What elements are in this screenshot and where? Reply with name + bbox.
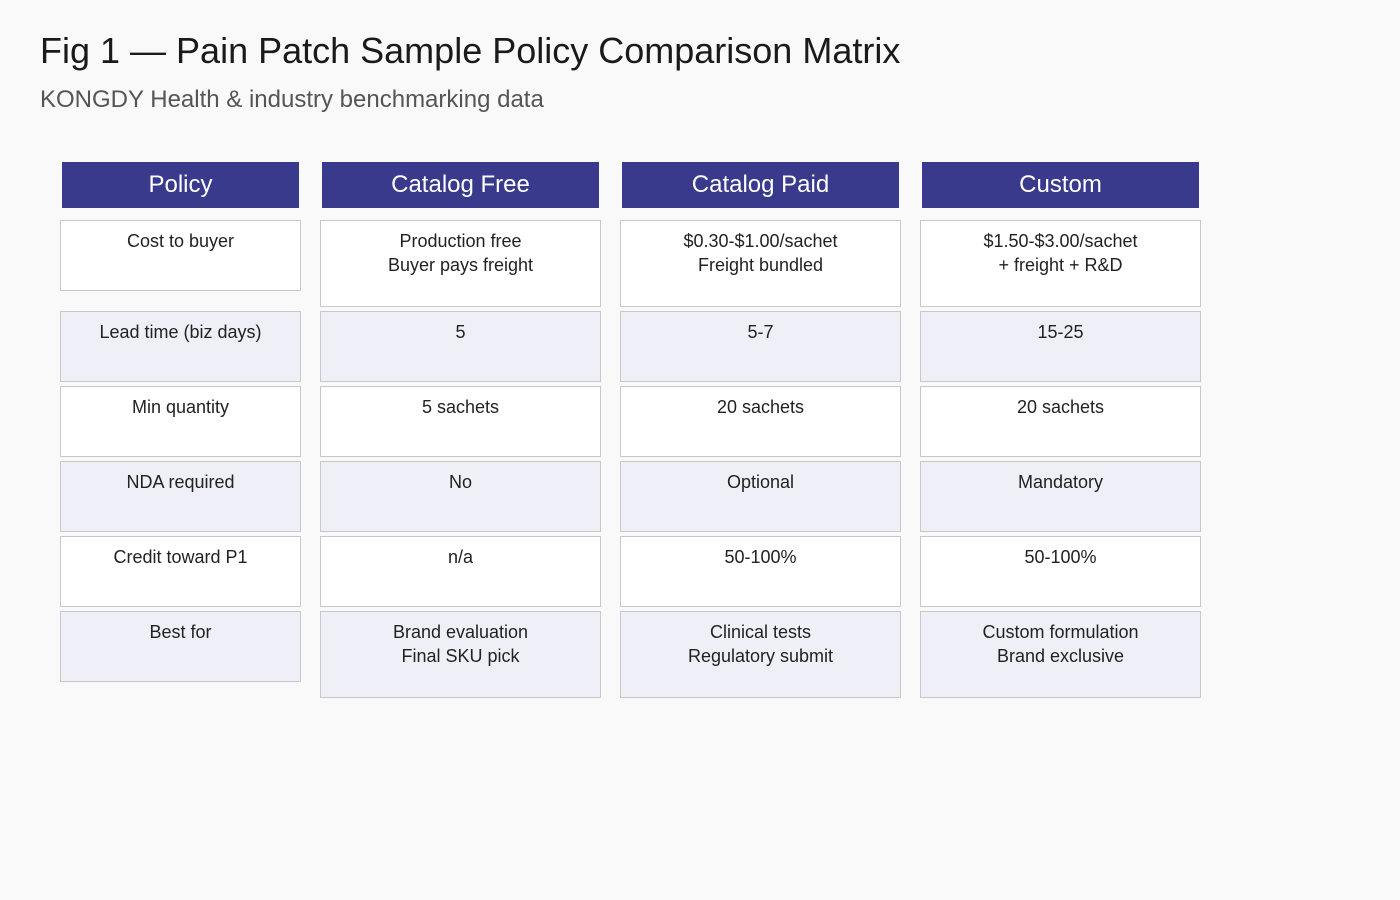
cell-policy-best-for: Best for [60,611,301,682]
cell-policy-credit: Credit toward P1 [60,536,301,607]
cell-catalog-paid-lead-time: 5-7 [620,311,901,382]
page-subtitle: KONGDY Health & industry benchmarking da… [40,86,544,113]
cell-custom-min-qty: 20 sachets [920,386,1201,457]
cell-policy-min-qty: Min quantity [60,386,301,457]
column-header-catalog-paid: Catalog Paid [622,162,899,208]
cell-custom-best-for: Custom formulation Brand exclusive [920,611,1201,698]
cell-policy-lead-time: Lead time (biz days) [60,311,301,382]
cell-custom-credit: 50-100% [920,536,1201,607]
cell-policy-nda: NDA required [60,461,301,532]
cell-custom-lead-time: 15-25 [920,311,1201,382]
cell-custom-nda: Mandatory [920,461,1201,532]
page-title: Fig 1 — Pain Patch Sample Policy Compari… [40,30,901,71]
column-header-custom: Custom [922,162,1199,208]
cell-catalog-free-lead-time: 5 [320,311,601,382]
cell-catalog-free-best-for: Brand evaluation Final SKU pick [320,611,601,698]
cell-catalog-paid-nda: Optional [620,461,901,532]
cell-policy-cost: Cost to buyer [60,220,301,291]
column-header-catalog-free: Catalog Free [322,162,599,208]
cell-catalog-free-credit: n/a [320,536,601,607]
cell-catalog-free-nda: No [320,461,601,532]
cell-catalog-paid-best-for: Clinical tests Regulatory submit [620,611,901,698]
cell-catalog-free-min-qty: 5 sachets [320,386,601,457]
cell-catalog-paid-min-qty: 20 sachets [620,386,901,457]
cell-catalog-free-cost: Production free Buyer pays freight [320,220,601,307]
cell-catalog-paid-credit: 50-100% [620,536,901,607]
cell-custom-cost: $1.50-$3.00/sachet + freight + R&D [920,220,1201,307]
column-header-policy: Policy [62,162,299,208]
cell-catalog-paid-cost: $0.30-$1.00/sachet Freight bundled [620,220,901,307]
